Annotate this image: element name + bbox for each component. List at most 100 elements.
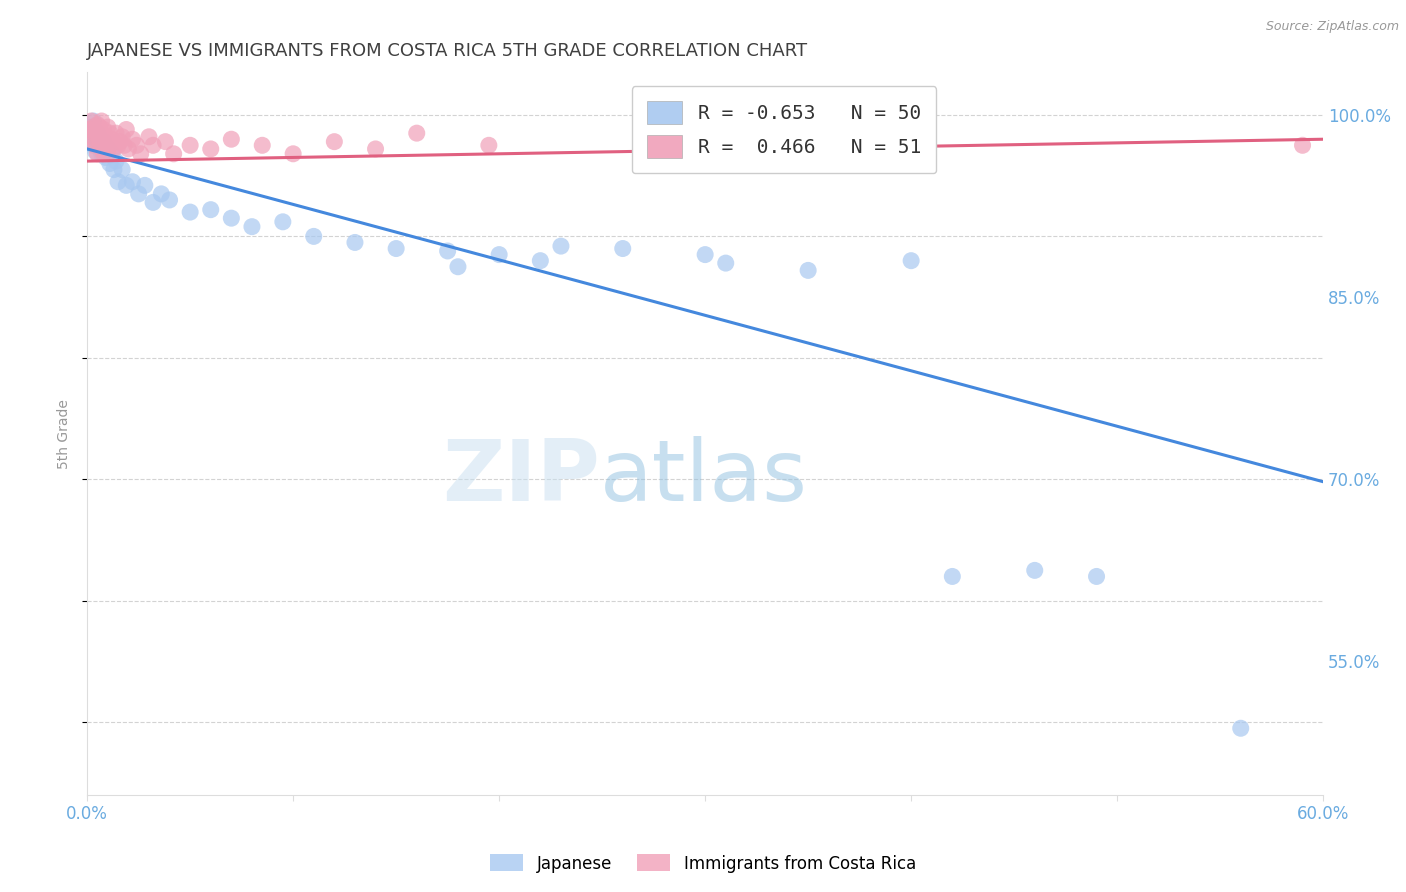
Point: [93, 135, 115, 149]
Point: [115, 122, 138, 136]
Point: [112, 138, 135, 153]
Point: [155, 135, 177, 149]
Point: [90, 126, 112, 140]
Point: [695, 247, 717, 261]
Text: ZIP: ZIP: [443, 435, 600, 518]
Point: [94, 138, 117, 153]
Point: [200, 202, 222, 217]
Point: [302, 229, 325, 244]
Point: [98, 126, 121, 140]
Point: [89, 120, 111, 134]
Point: [1085, 569, 1108, 583]
Point: [93, 146, 115, 161]
Point: [94, 129, 117, 144]
Point: [90, 146, 112, 161]
Point: [107, 138, 129, 153]
Point: [107, 175, 129, 189]
Point: [550, 239, 572, 253]
Point: [150, 186, 173, 201]
Point: [221, 211, 243, 226]
Point: [385, 242, 408, 256]
Point: [1024, 563, 1046, 577]
Legend: Japanese, Immigrants from Costa Rica: Japanese, Immigrants from Costa Rica: [484, 847, 922, 880]
Point: [159, 193, 181, 207]
Point: [93, 122, 115, 136]
Point: [82, 120, 104, 134]
Point: [82, 138, 104, 153]
Point: [111, 129, 134, 144]
Point: [80, 126, 103, 140]
Point: [128, 186, 150, 201]
Point: [240, 219, 263, 234]
Point: [82, 135, 104, 149]
Point: [142, 138, 165, 153]
Point: [200, 142, 222, 156]
Point: [252, 138, 274, 153]
Point: [138, 129, 160, 144]
Point: [117, 142, 139, 156]
Point: [97, 142, 120, 156]
Point: [90, 142, 112, 156]
Point: [405, 126, 427, 140]
Point: [1229, 721, 1251, 735]
Point: [103, 162, 125, 177]
Point: [104, 126, 127, 140]
Point: [86, 138, 108, 153]
Point: [271, 215, 294, 229]
Text: Source: ZipAtlas.com: Source: ZipAtlas.com: [1265, 20, 1399, 33]
Legend: R = -0.653   N = 50, R =  0.466   N = 51: R = -0.653 N = 50, R = 0.466 N = 51: [631, 86, 936, 173]
Point: [89, 132, 111, 146]
Point: [900, 253, 922, 268]
Point: [80, 129, 103, 144]
Point: [86, 118, 108, 132]
Point: [97, 135, 120, 149]
Point: [86, 146, 108, 161]
Point: [90, 114, 112, 128]
Point: [163, 146, 186, 161]
Point: [84, 145, 107, 159]
Point: [121, 132, 143, 146]
Point: [364, 142, 387, 156]
Point: [111, 162, 134, 177]
Point: [89, 129, 111, 144]
Text: atlas: atlas: [600, 435, 808, 518]
Point: [77, 120, 100, 134]
Point: [436, 244, 458, 258]
Text: JAPANESE VS IMMIGRANTS FROM COSTA RICA 5TH GRADE CORRELATION CHART: JAPANESE VS IMMIGRANTS FROM COSTA RICA 5…: [87, 42, 808, 60]
Point: [98, 156, 121, 170]
Point: [103, 142, 125, 156]
Point: [221, 132, 243, 146]
Point: [104, 154, 127, 169]
Point: [121, 175, 143, 189]
Point: [108, 135, 131, 149]
Point: [84, 132, 107, 146]
Point: [179, 138, 201, 153]
Point: [89, 138, 111, 153]
Point: [612, 242, 634, 256]
Point: [797, 263, 820, 277]
Point: [82, 114, 104, 128]
Point: [101, 146, 124, 161]
Point: [90, 138, 112, 153]
Point: [93, 135, 115, 149]
Point: [86, 126, 108, 140]
Point: [488, 247, 510, 261]
Point: [125, 138, 148, 153]
Point: [281, 146, 304, 161]
Point: [323, 135, 346, 149]
Point: [714, 256, 737, 270]
Point: [447, 260, 470, 274]
Point: [129, 146, 152, 161]
Point: [89, 142, 111, 156]
Point: [94, 151, 117, 165]
Point: [80, 114, 103, 128]
Point: [142, 195, 165, 210]
Point: [97, 146, 120, 161]
Point: [1291, 138, 1313, 153]
Point: [97, 120, 120, 134]
Point: [84, 126, 107, 140]
Point: [529, 253, 551, 268]
Point: [343, 235, 366, 250]
Point: [478, 138, 501, 153]
Y-axis label: 5th Grade: 5th Grade: [58, 399, 72, 468]
